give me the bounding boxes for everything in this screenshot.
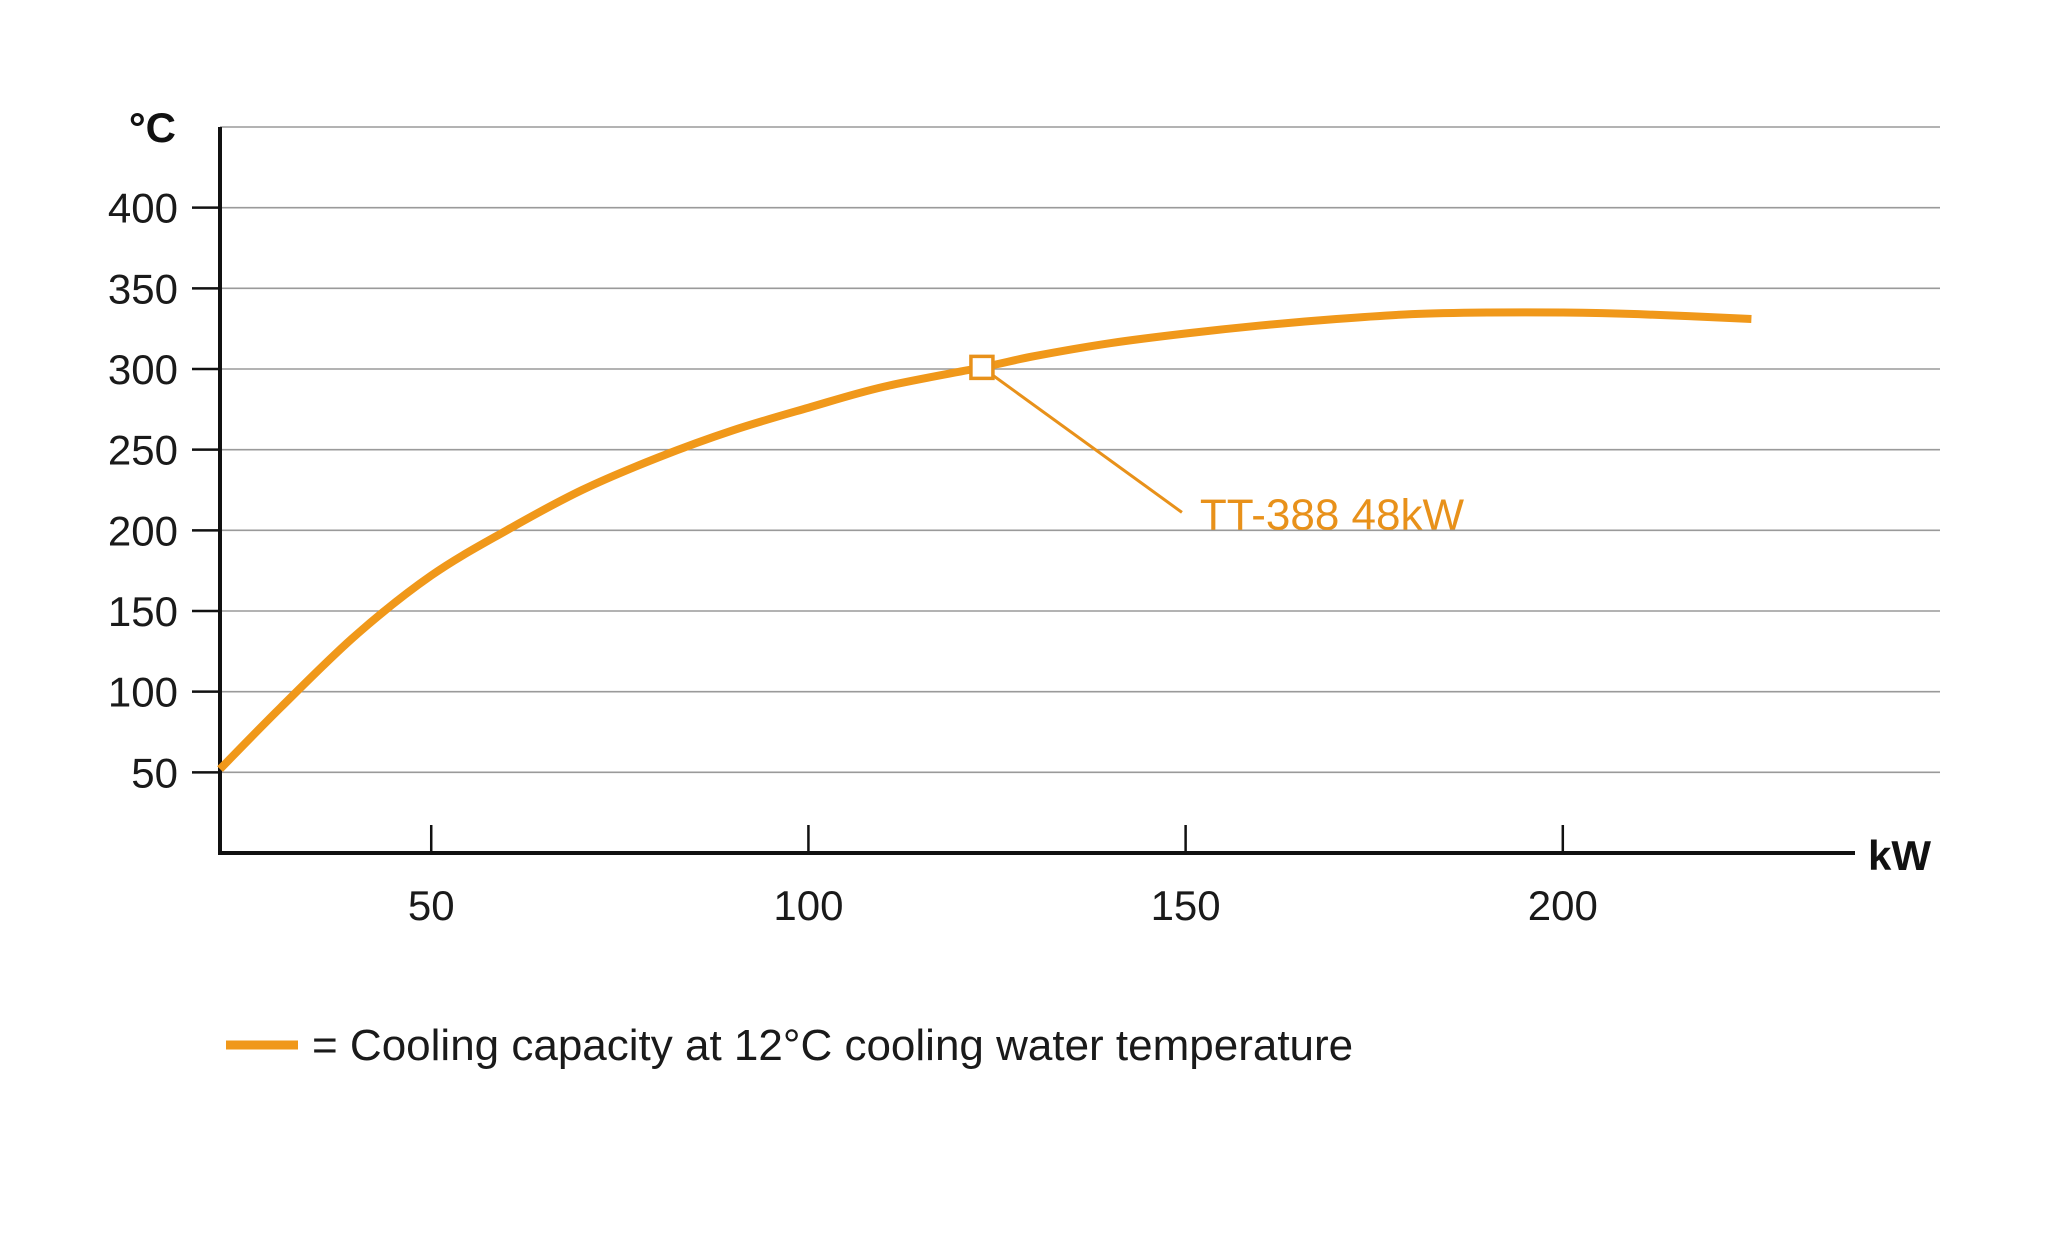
x-tick-label: 50 [408,882,455,929]
x-tick-label: 150 [1151,882,1221,929]
annotation-leader-line [981,366,1183,514]
x-tick-labels: 50 100 150 200 [408,825,1598,929]
y-axis-unit: °C [129,104,176,151]
x-tick-label: 200 [1528,882,1598,929]
annotation-label: TT-388 48kW [1200,490,1465,539]
y-tick-label: 50 [131,749,178,796]
y-tick-labels: 50 100 150 200 250 300 350 400 [108,185,220,796]
y-tick-label: 200 [108,507,178,554]
grid-lines [220,126,1940,774]
axes [218,127,1855,855]
y-tick-label: 100 [108,669,178,716]
y-tick-label: 150 [108,588,178,635]
x-tick-label: 100 [773,882,843,929]
legend-text: = Cooling capacity at 12°C cooling water… [312,1021,1353,1070]
y-tick-label: 350 [108,265,178,312]
y-tick-label: 250 [108,427,178,474]
annotation-marker [969,354,995,381]
x-axis-unit: kW [1868,832,1931,879]
series-line-cooling-capacity [217,308,1752,772]
y-tick-label: 400 [108,185,178,232]
y-tick-label: 300 [108,346,178,393]
